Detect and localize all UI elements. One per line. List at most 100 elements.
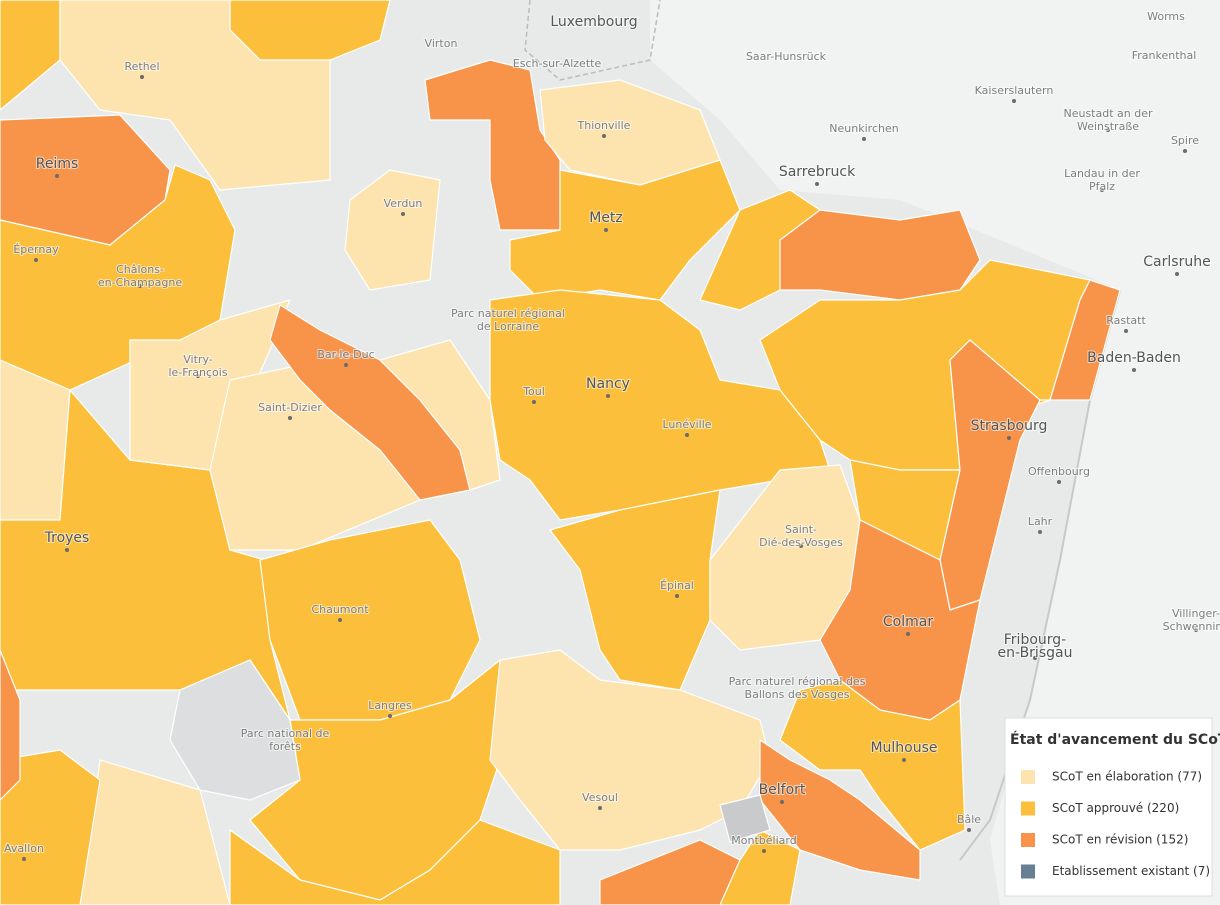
place-label: Metz	[589, 210, 623, 226]
place-label: Villinger-Schwenning	[1163, 607, 1220, 633]
place-dot	[1038, 530, 1042, 534]
legend-label: SCoT en élaboration (77)	[1052, 770, 1202, 784]
place-dot	[1007, 436, 1011, 440]
place-label: Spire	[1171, 134, 1199, 147]
place-label: Vesoul	[582, 791, 618, 804]
place-label: Toul	[522, 385, 545, 398]
place-dot	[799, 544, 803, 548]
place-dot	[606, 394, 610, 398]
place-label: Troyes	[44, 530, 90, 546]
place-label: Parc naturel régional de Lorraine	[451, 307, 565, 333]
legend-swatch	[1021, 770, 1035, 784]
place-dot	[1100, 188, 1104, 192]
place-label: Nancy	[586, 376, 630, 392]
legend-label: SCoT en révision (152)	[1052, 833, 1188, 847]
place-labels: Luxembourg Virton Esch-sur-Alzette Worms Fra…	[3, 9, 1220, 861]
place-dot	[902, 758, 906, 762]
place-label: Neunkirchen	[829, 122, 898, 135]
place-dot	[401, 212, 405, 216]
lux-border	[524, 0, 661, 81]
place-dot	[1132, 368, 1136, 372]
place-dot	[138, 284, 142, 288]
place-label: Fribourg-en-Brisgau	[998, 632, 1073, 661]
place-dot	[762, 849, 766, 853]
place-label: Sarrebruck	[779, 164, 856, 180]
place-dot	[532, 400, 536, 404]
place-dot	[1183, 149, 1187, 153]
place-label: Saint-Dizier	[258, 401, 322, 414]
place-label: Montbéliard	[731, 834, 796, 847]
place-dot	[675, 594, 679, 598]
place-dot	[1012, 99, 1016, 103]
place-dot	[780, 800, 784, 804]
place-label: Châlons-en-Champagne	[98, 263, 182, 289]
place-dot	[1106, 128, 1110, 132]
place-dot	[604, 228, 608, 232]
place-label: Saint-Dié-des-Vosges	[759, 523, 843, 549]
place-label: Belfort	[759, 782, 806, 798]
place-label: Neustadt an der Weinstraße	[1063, 107, 1153, 133]
place-label: Avallon	[4, 842, 44, 855]
legend-box	[1004, 717, 1213, 897]
place-label: Offenbourg	[1028, 465, 1090, 478]
place-label: Luxembourg	[550, 14, 637, 30]
place-label: Vitry-le-François	[168, 353, 227, 379]
place-label: Esch-sur-Alzette	[513, 57, 602, 70]
legend-items: SCoT en élaboration (77) SCoT approuvé (2…	[1021, 770, 1210, 879]
legend-label: Etablissement existant (7)	[1052, 864, 1210, 878]
regions	[0, 0, 1121, 905]
place-dot	[140, 75, 144, 79]
legend-swatch	[1021, 864, 1035, 879]
place-dot	[967, 828, 971, 832]
legend-swatch	[1021, 801, 1035, 816]
place-dot	[862, 137, 866, 141]
place-label: Frankenthal	[1132, 49, 1197, 62]
place-dot	[1124, 329, 1128, 333]
place-label: Rastatt	[1106, 314, 1146, 327]
place-label: Épinal	[660, 579, 694, 592]
place-dot	[1194, 628, 1198, 632]
place-label: Épernay	[13, 243, 59, 256]
place-dot	[598, 806, 602, 810]
place-label: Worms	[1147, 10, 1185, 23]
place-dot	[338, 618, 342, 622]
legend-title: État d'avancement du SCoT	[1010, 731, 1220, 748]
place-label: Lunéville	[662, 418, 711, 431]
germany	[650, 0, 1220, 905]
place-label: Baden-Baden	[1087, 350, 1181, 366]
place-label: Parc national de forêts	[241, 727, 330, 753]
legend-swatch	[1021, 833, 1035, 847]
place-dot	[1175, 272, 1179, 276]
place-label: Verdun	[384, 197, 423, 210]
place-label: Saar-Hunsrück	[746, 50, 827, 63]
legend: État d'avancement du SCoT SCoT en élabor…	[1004, 717, 1220, 897]
place-dot	[196, 374, 200, 378]
place-dot	[55, 174, 59, 178]
place-dot	[602, 134, 606, 138]
place-label: Strasbourg	[971, 418, 1048, 434]
place-label: Reims	[36, 156, 79, 172]
place-dot	[388, 714, 392, 718]
place-label: Virton	[425, 37, 458, 50]
place-label: Landau in der Pfalz	[1064, 167, 1140, 193]
place-label: Chaumont	[311, 603, 369, 616]
place-dot	[65, 548, 69, 552]
place-dot	[1057, 480, 1061, 484]
place-label: Thionville	[577, 119, 631, 132]
place-label: Bâle	[957, 813, 981, 826]
place-label: Mulhouse	[870, 740, 937, 756]
place-dot	[22, 857, 26, 861]
place-label: Carlsruhe	[1143, 254, 1210, 270]
place-label: Lahr	[1028, 515, 1053, 528]
place-label: Rethel	[124, 60, 159, 73]
place-dot	[288, 416, 292, 420]
place-dot	[906, 632, 910, 636]
place-label: Parc naturel régional des Ballons des Vos…	[729, 675, 866, 701]
place-label: Bar-le-Duc	[317, 348, 374, 361]
place-dot	[1033, 656, 1037, 660]
place-label: Langres	[368, 699, 412, 712]
place-label: Colmar	[883, 614, 933, 630]
place-dot	[34, 258, 38, 262]
legend-label: SCoT approuvé (220)	[1052, 801, 1179, 815]
